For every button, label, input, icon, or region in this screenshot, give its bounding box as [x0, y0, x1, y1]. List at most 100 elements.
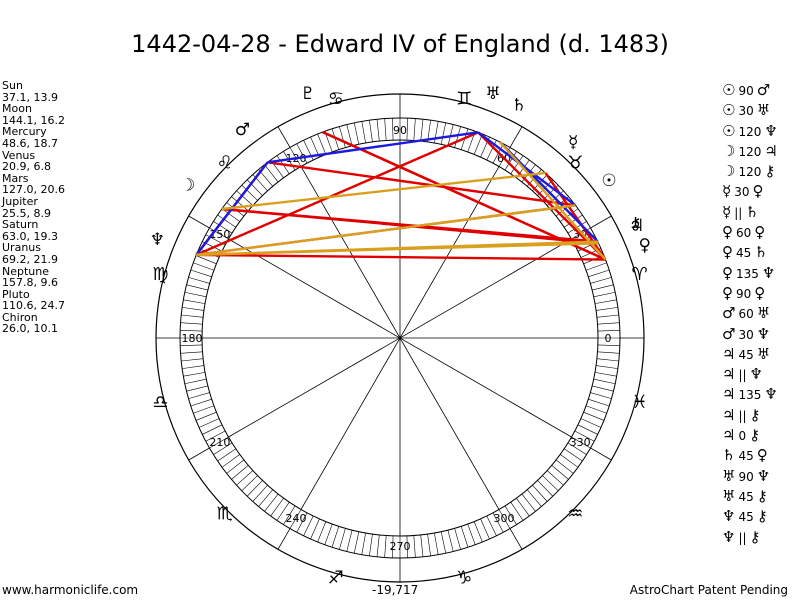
aspect-row: ☽ 120 ♃: [722, 141, 778, 161]
degree-tick: [310, 518, 320, 540]
aspect-angle: 30: [734, 185, 750, 200]
degree-tick: [384, 118, 387, 141]
degree-tick: [585, 405, 607, 414]
degree-tick: [217, 214, 237, 228]
saturn-glyph-icon: ♄: [511, 96, 526, 116]
degree-tick: [296, 512, 308, 533]
footer-website: www.harmoniclife.com: [2, 583, 139, 597]
degree-tick: [563, 448, 583, 462]
degree-label: 300: [494, 512, 515, 525]
aspect-planet-b-icon: ♆: [764, 121, 778, 140]
degree-tick: [521, 493, 536, 512]
degree-tick: [427, 534, 431, 556]
aspect-planet-a-icon: ♆: [722, 527, 736, 546]
degree-tick: [236, 470, 254, 486]
sign-divider: [590, 215, 612, 229]
aspect-row: ♅ 90 ♆: [722, 466, 778, 486]
degree-tick: [231, 196, 249, 211]
degree-tick: [361, 121, 366, 144]
sun-glyph-icon: ☉: [601, 171, 616, 191]
zodiac-signs: ♈ ♉ ♊ ♋ ♌ ♍ ♎ ♏ ♐ ♑ ♒ ♓: [152, 88, 647, 588]
degree-tick: [542, 475, 559, 492]
aspect-planet-a-icon: ☽: [722, 162, 736, 181]
degree-tick: [596, 307, 618, 311]
degree-tick: [339, 528, 346, 550]
aspect-line: [195, 131, 479, 256]
aspect-planet-a-icon: ☿: [722, 182, 732, 201]
degree-tick: [361, 532, 366, 555]
degree-tick: [258, 489, 273, 507]
aspect-planet-b-icon: ♀: [754, 283, 766, 302]
degree-tick: [560, 208, 579, 222]
aspect-planet-b-icon: ♅: [756, 344, 771, 363]
planet-name: Jupiter: [2, 194, 38, 208]
degree-tick: [317, 133, 327, 155]
degree-tick: [188, 392, 210, 399]
degree-tick: [353, 531, 360, 554]
planet-position: 37.1, 13.9: [2, 90, 58, 104]
degree-tick: [527, 489, 542, 507]
degree-tick: [182, 307, 204, 311]
planet-name: Sun: [2, 79, 23, 92]
jupiter-glyph-icon: ♃: [629, 216, 644, 236]
planet-name: Saturn: [2, 218, 39, 232]
sign-divider: [509, 528, 523, 550]
degree-tick: [406, 118, 408, 141]
degree-tick: [504, 505, 517, 525]
virgo-icon: ♍: [152, 264, 168, 285]
degree-tick: [577, 424, 598, 435]
degree-tick: [454, 126, 461, 148]
aspect-row: ♃ || ⚷: [722, 405, 778, 425]
degree-tick: [276, 501, 290, 521]
degree-tick: [180, 322, 203, 325]
degree-tick: [182, 365, 204, 369]
degree-tick: [213, 442, 233, 455]
aspect-angle: ||: [738, 530, 747, 545]
aspect-planet-a-icon: ♃: [722, 426, 736, 445]
degree-tick: [369, 120, 373, 142]
aspect-angle: ||: [738, 408, 747, 423]
aspect-planet-b-icon: ♅: [756, 304, 771, 323]
aspect-row: ☉ 120 ♆: [722, 121, 778, 141]
aspect-row: ♆ 45 ⚷: [722, 506, 778, 526]
aspect-line: [196, 240, 598, 257]
aspect-list: ☉ 90 ♂ ☉ 30 ♅ ☉ 120 ♆ ☽ 120 ♃ ☽ 120 ⚷ ☿ 30 ♀ ☿ || ♄ ♀ 60 ♀ ♀ 45 ♄ ♀…: [722, 80, 778, 547]
degree-tick: [346, 124, 353, 146]
aspect-planet-b-icon: ♀: [754, 223, 766, 242]
chiron-glyph-icon: ⚷: [629, 214, 641, 234]
aspect-angle: 90: [738, 84, 754, 98]
aspect-row: ♄ 45 ♀: [722, 445, 778, 465]
aspect-planet-b-icon: ♆: [756, 466, 771, 485]
degree-tick: [205, 430, 226, 442]
aspect-angle: 135: [736, 266, 759, 281]
degree-tick: [303, 515, 314, 536]
aquarius-icon: ♒: [567, 503, 583, 524]
degree-tick: [473, 133, 483, 155]
degree-tick: [190, 269, 212, 278]
degree-tick: [434, 121, 439, 144]
degree-tick: [555, 459, 574, 474]
libra-icon: ♎: [152, 392, 168, 413]
aspect-angle: 120: [738, 124, 762, 139]
planet-position: 20.9, 6.8: [2, 160, 51, 174]
degree-tick: [592, 284, 614, 291]
degree-tick: [594, 372, 617, 377]
aspect-planet-a-icon: ♀: [722, 243, 733, 262]
sign-divider: [277, 528, 291, 550]
pluto-glyph-icon: ♇: [300, 84, 315, 104]
degree-tick: [241, 475, 258, 492]
degree-tick: [580, 418, 602, 428]
degree-tick: [510, 155, 524, 175]
degree-tick: [183, 372, 206, 377]
degree-tick: [597, 330, 620, 332]
aspect-angle: ||: [734, 205, 743, 220]
degree-tick: [264, 164, 279, 183]
aspect-planet-b-icon: ⚷: [756, 507, 768, 526]
aspect-row: ♃ 0 ⚷: [722, 425, 778, 445]
degree-tick: [193, 262, 215, 271]
aspect-planet-a-icon: ♃: [722, 365, 736, 384]
aspect-planet-a-icon: ♆: [722, 507, 736, 526]
degree-tick: [180, 344, 203, 346]
aspect-planet-b-icon: ♀: [752, 182, 764, 201]
